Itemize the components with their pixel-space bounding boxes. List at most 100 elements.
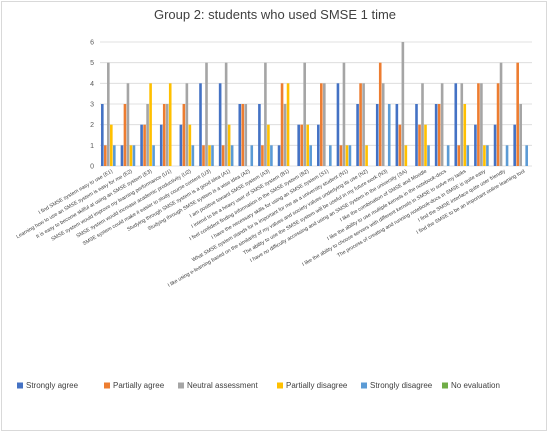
legend-label: Neutral assessment bbox=[187, 381, 258, 390]
bar bbox=[162, 104, 166, 166]
bar bbox=[457, 145, 461, 166]
legend-label: Partially agree bbox=[113, 381, 165, 390]
bar bbox=[286, 83, 290, 166]
bar bbox=[241, 104, 245, 166]
bar bbox=[339, 145, 343, 166]
bar bbox=[395, 104, 399, 166]
bar bbox=[238, 104, 242, 166]
legend-label: Strongly agree bbox=[26, 381, 79, 390]
bar bbox=[336, 83, 340, 166]
bar bbox=[110, 124, 113, 166]
bar bbox=[499, 62, 503, 166]
y-tick-label: 6 bbox=[90, 40, 94, 47]
legend-swatch bbox=[361, 382, 367, 389]
chart-title: Group 2: students who used SMSE 1 time bbox=[154, 7, 396, 22]
bar bbox=[211, 145, 214, 166]
bars bbox=[101, 42, 528, 166]
bar bbox=[513, 124, 516, 166]
bar bbox=[460, 83, 464, 166]
bar bbox=[505, 145, 509, 166]
bar bbox=[375, 104, 379, 166]
bar bbox=[480, 83, 483, 166]
bar bbox=[199, 83, 202, 166]
bar bbox=[516, 62, 519, 166]
bar bbox=[525, 145, 528, 166]
bar bbox=[224, 62, 228, 166]
bar bbox=[179, 124, 183, 166]
bar bbox=[320, 83, 323, 166]
bar bbox=[477, 83, 480, 166]
bar bbox=[159, 124, 163, 166]
bar bbox=[129, 145, 133, 166]
bar bbox=[101, 104, 104, 166]
legend-label: No evaluation bbox=[451, 381, 500, 390]
bar bbox=[486, 145, 489, 166]
bar bbox=[434, 104, 438, 166]
y-axis-ticks: 0 1 2 3 4 5 6 bbox=[90, 40, 94, 171]
bar bbox=[218, 83, 222, 166]
bar bbox=[519, 104, 522, 166]
bar bbox=[250, 145, 254, 166]
bar bbox=[440, 83, 444, 166]
bar bbox=[107, 62, 110, 166]
y-tick-label: 3 bbox=[90, 102, 94, 109]
bar bbox=[143, 124, 146, 166]
bar bbox=[132, 145, 136, 166]
legend-swatch bbox=[17, 382, 23, 389]
bar bbox=[185, 83, 189, 166]
y-tick-label: 2 bbox=[90, 122, 94, 129]
y-tick-label: 4 bbox=[90, 81, 94, 88]
bar bbox=[362, 83, 365, 166]
bar bbox=[208, 145, 211, 166]
bar bbox=[267, 124, 270, 166]
x-axis-category-labels: I find SMSE system easy to use (E1)Learn… bbox=[15, 168, 526, 288]
bar bbox=[120, 145, 124, 166]
bar bbox=[280, 83, 284, 166]
bar bbox=[463, 104, 467, 166]
bar bbox=[317, 124, 320, 166]
bar bbox=[365, 145, 368, 166]
bar bbox=[446, 145, 450, 166]
bar bbox=[381, 83, 385, 166]
bar bbox=[454, 83, 458, 166]
bar bbox=[258, 104, 261, 166]
legend: Strongly agree Partially agree Neutral ass… bbox=[17, 381, 500, 390]
bar bbox=[421, 83, 424, 166]
bar bbox=[342, 62, 346, 166]
bar bbox=[359, 83, 362, 166]
bar bbox=[401, 42, 405, 166]
bar bbox=[261, 145, 264, 166]
bar bbox=[104, 145, 107, 166]
bar bbox=[283, 104, 287, 166]
bar bbox=[244, 104, 248, 166]
bar bbox=[323, 83, 326, 166]
bar bbox=[483, 145, 486, 166]
bar bbox=[168, 83, 172, 166]
bar bbox=[418, 124, 421, 166]
bar bbox=[230, 145, 234, 166]
bar bbox=[387, 104, 391, 166]
bar bbox=[466, 145, 470, 166]
bar bbox=[227, 124, 231, 166]
bar bbox=[297, 124, 300, 166]
bar bbox=[329, 145, 332, 166]
bar bbox=[415, 104, 418, 166]
bar bbox=[149, 83, 152, 166]
bar bbox=[496, 83, 500, 166]
bar bbox=[146, 104, 149, 166]
bar bbox=[113, 145, 116, 166]
bar bbox=[345, 145, 349, 166]
y-tick-label: 1 bbox=[90, 143, 94, 150]
bar bbox=[424, 124, 427, 166]
y-tick-label: 5 bbox=[90, 60, 94, 67]
bar bbox=[404, 145, 408, 166]
bar bbox=[300, 124, 303, 166]
bar bbox=[348, 145, 352, 166]
bar bbox=[188, 124, 192, 166]
bar bbox=[474, 124, 477, 166]
bar bbox=[277, 145, 281, 166]
bar bbox=[493, 124, 497, 166]
bar bbox=[205, 62, 208, 166]
bar bbox=[270, 145, 273, 166]
